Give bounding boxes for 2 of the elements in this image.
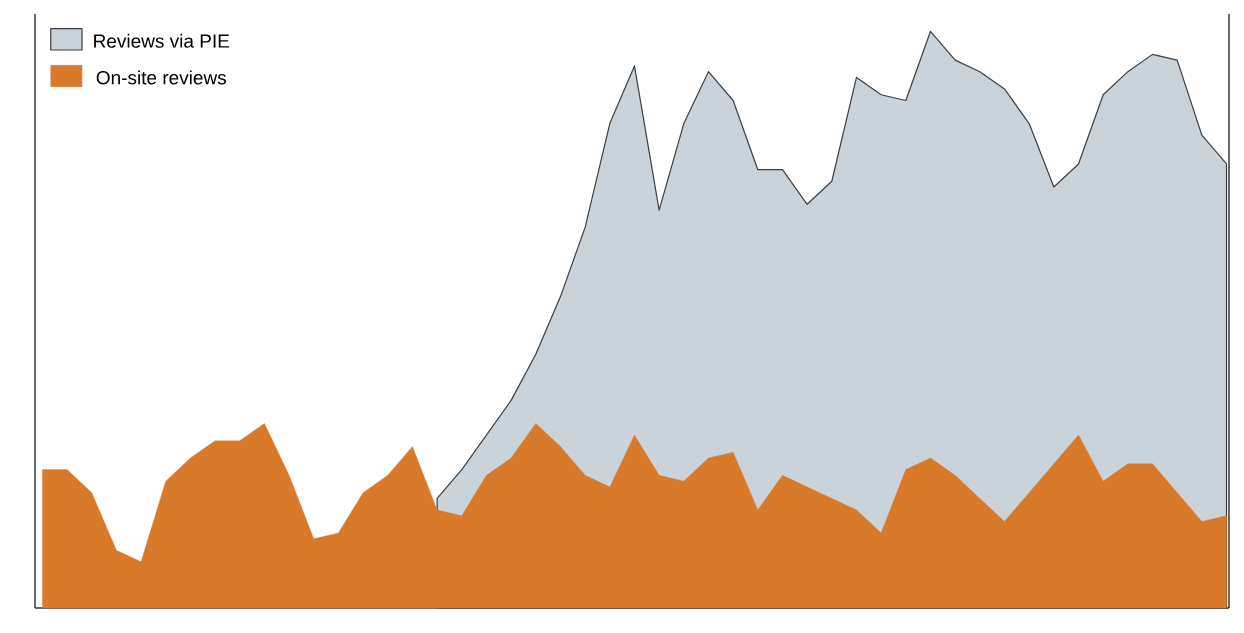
legend-label: On-site reviews	[96, 70, 227, 85]
legend-label: Reviews via PIE	[94, 33, 230, 48]
